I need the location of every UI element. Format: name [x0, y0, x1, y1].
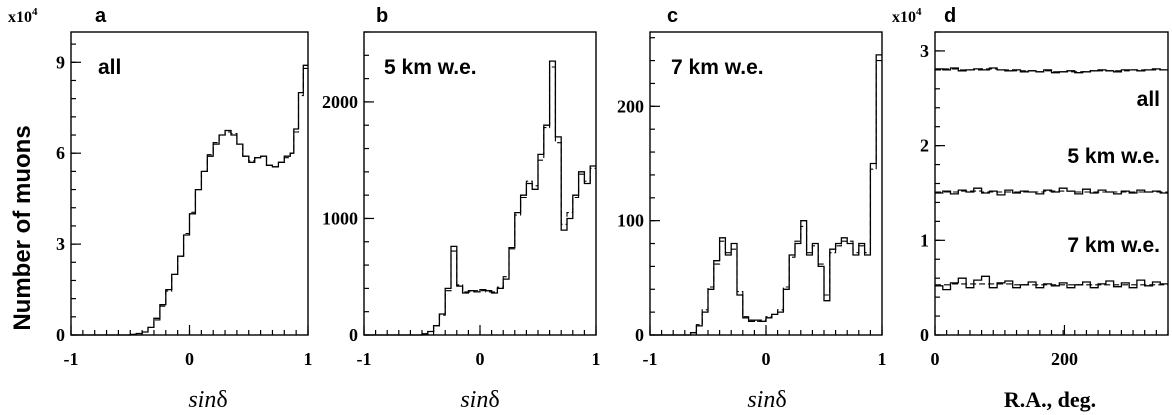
y-tick-label-c: 200: [617, 96, 644, 116]
x-tick-label-b: -1: [357, 349, 372, 369]
multiplier-a: x104: [8, 6, 38, 26]
x-tick-label-c: -1: [643, 349, 658, 369]
x-tick-label-a: 1: [304, 349, 313, 369]
y-tick-label-a: 0: [56, 325, 65, 345]
annotation-d-all: all: [1137, 88, 1160, 111]
y-tick-label-b: 0: [349, 325, 358, 345]
x-axis-label-d: R.A., deg.: [1004, 387, 1096, 412]
y-tick-label-d: 3: [920, 41, 929, 61]
series-d-solid-0: [935, 67, 1168, 74]
panel-letter-c: c: [667, 5, 678, 27]
plot-area-a: 0 3 6 9 -1 0 1: [56, 31, 313, 369]
panel-a: x104 a all sinδ: [8, 5, 228, 413]
panel-d: x104 d all 5 km w.e. 7 km w.e. R.A., deg…: [892, 5, 1160, 412]
x-tick-label-b: 1: [592, 349, 601, 369]
annotation-b: 5 km w.e.: [384, 56, 477, 79]
x-tick-label-d: 200: [1051, 349, 1078, 369]
panel-letter-d: d: [944, 5, 956, 27]
y-tick-label-a: 6: [56, 143, 65, 163]
x-axis-label-c: sinδ: [747, 387, 786, 413]
series-a-solid-0: [71, 64, 308, 336]
panel-letter-a: a: [95, 5, 107, 27]
multiplier-d: x104: [892, 6, 922, 26]
x-tick-label-c: 1: [878, 349, 887, 369]
annotation-d-5km: 5 km w.e.: [1067, 145, 1160, 168]
x-tick-label-b: 0: [476, 349, 485, 369]
x-tick-label-a: 0: [185, 349, 194, 369]
series-a-dashed-1: [71, 67, 308, 336]
y-tick-label-c: 100: [617, 211, 644, 231]
x-tick-label-a: -1: [64, 349, 79, 369]
plot-area-c: 0 100 200 -1 0 1: [617, 31, 887, 369]
x-tick-label-d: 0: [931, 349, 940, 369]
plot-area-d: 0 1 2 3 0 200: [920, 31, 1169, 369]
plot-frame-d: [934, 31, 1169, 336]
y-tick-label-d: 0: [920, 325, 929, 345]
panel-letter-b: b: [376, 5, 388, 27]
panel-c: c 7 km w.e. sinδ: [667, 5, 787, 413]
series-d-dashed-3: [935, 68, 1168, 73]
series-c-solid-0: [650, 54, 882, 336]
y-tick-label-b: 2000: [322, 92, 358, 112]
series-c-dashed-1: [650, 60, 882, 336]
annotation-c: 7 km w.e.: [671, 56, 764, 79]
series-d-dashed-4: [935, 190, 1168, 193]
series-d-solid-2: [935, 275, 1168, 291]
y-tick-label-d: 2: [920, 136, 929, 156]
y-tick-label-c: 0: [635, 325, 644, 345]
series-b-dashed-1: [364, 66, 596, 336]
x-tick-label-c: 0: [762, 349, 771, 369]
y-axis-label: Number of muons: [9, 125, 36, 330]
plot-area-b: 0 1000 2000 -1 0 1: [322, 31, 601, 369]
y-tick-label-d: 1: [920, 230, 929, 250]
annotation-a: all: [98, 56, 121, 79]
y-tick-label-a: 3: [56, 234, 65, 254]
x-axis-label-a: sinδ: [188, 387, 227, 413]
y-tick-label-b: 1000: [322, 208, 358, 228]
series-d-dashed-5: [935, 283, 1168, 286]
y-tick-label-a: 9: [56, 52, 65, 72]
annotation-d-7km: 7 km w.e.: [1067, 234, 1160, 257]
x-axis-label-b: sinδ: [460, 387, 499, 413]
panel-b: b 5 km w.e. sinδ: [376, 5, 500, 413]
